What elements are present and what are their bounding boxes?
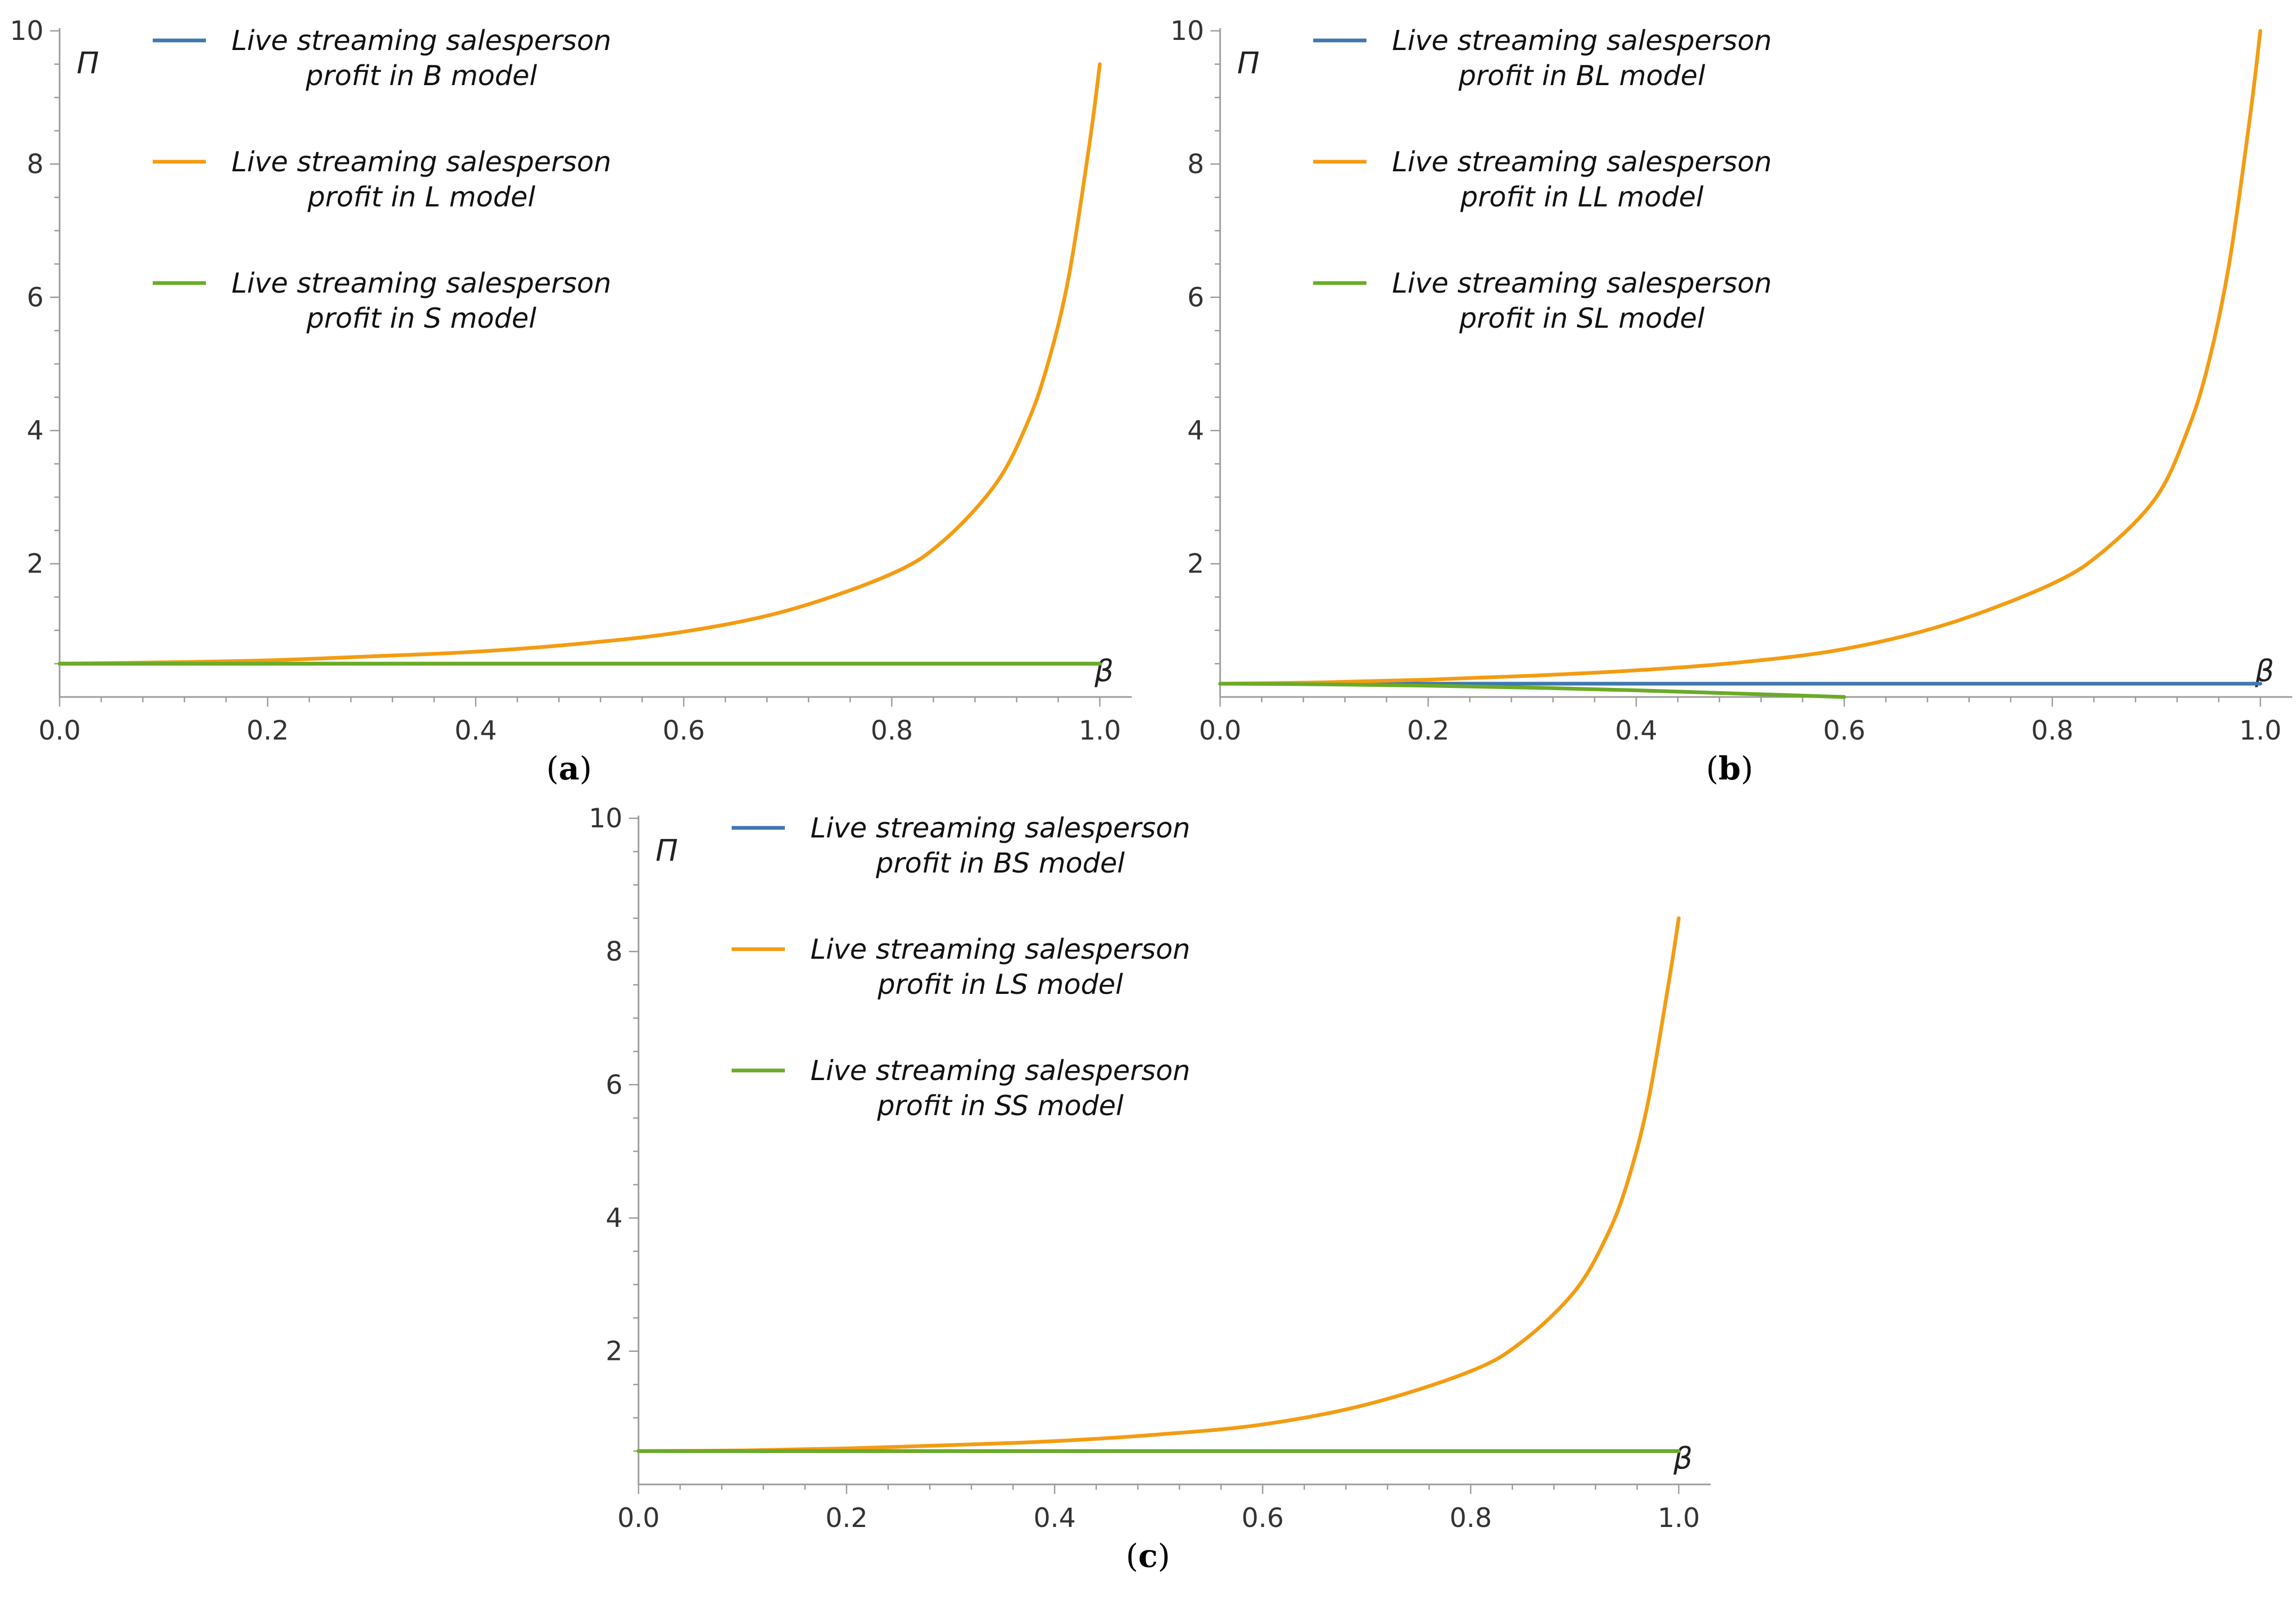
y-axis-label: Π — [1237, 46, 1259, 81]
legend-label-line2: profit in BL model — [1458, 60, 1705, 92]
chart-panel-a: 0.0 0.2 0.4 0.6 0.8 1.0 2 4 6 8 10 Πβ Live streaming… — [10, 15, 1132, 787]
legend-label-line1: Live streaming salesperson — [810, 934, 1190, 966]
series-line-orange — [57, 62, 1102, 666]
x-tick-label: 1.0 — [2239, 715, 2282, 746]
y-tick-label: 2 — [606, 1336, 623, 1367]
x-tick-label: 0.8 — [1449, 1503, 1492, 1533]
y-tick-label: 4 — [1187, 415, 1204, 446]
legend-label-line2: profit in L model — [307, 181, 536, 213]
legend-label-line2: profit in LL model — [1460, 181, 1704, 213]
series-line-orange — [636, 916, 1681, 1453]
series-line-green — [1218, 682, 1846, 699]
y-tick-label: 8 — [27, 148, 44, 179]
x-axis-label: β — [1673, 1441, 1693, 1476]
x-tick-label: 0.8 — [871, 715, 913, 746]
legend-label-line2: profit in SL model — [1458, 303, 1705, 335]
y-tick-label: 2 — [1187, 549, 1204, 579]
legend-label-line1: Live streaming salesperson — [1392, 25, 1772, 57]
x-tick-label: 0.6 — [662, 715, 705, 746]
panel-label: (a) — [546, 750, 592, 787]
x-tick-label: 0.6 — [1823, 715, 1866, 746]
panel-label: (b) — [1706, 750, 1753, 787]
y-tick-label: 6 — [27, 282, 44, 313]
x-tick-label: 1.0 — [1657, 1503, 1700, 1533]
legend-label-line2: profit in SS model — [876, 1090, 1124, 1122]
legend-label-line2: profit in B model — [305, 60, 537, 92]
x-tick-label: 0.6 — [1241, 1503, 1284, 1533]
y-tick-label: 10 — [1170, 15, 1204, 46]
legend-label-line1: Live streaming salesperson — [231, 146, 611, 178]
y-tick-label: 6 — [1187, 282, 1204, 313]
x-tick-label: 0.4 — [454, 715, 497, 746]
x-tick-label: 0.8 — [2031, 715, 2074, 746]
y-tick-label: 6 — [606, 1069, 623, 1100]
x-tick-label: 0.0 — [617, 1503, 660, 1533]
legend-label-line1: Live streaming salesperson — [1392, 146, 1772, 178]
y-tick-label: 2 — [27, 549, 44, 579]
x-axis-label: β — [1094, 654, 1114, 688]
series-line-orange — [1218, 29, 2262, 686]
x-tick-label: 0.4 — [1033, 1503, 1076, 1533]
legend-label-line1: Live streaming salesperson — [231, 25, 611, 57]
legend-label-line2: profit in LS model — [877, 969, 1123, 1001]
x-tick-label: 0.2 — [825, 1503, 868, 1533]
x-tick-label: 1.0 — [1079, 715, 1121, 746]
x-tick-label: 0.0 — [38, 715, 81, 746]
legend-label-line1: Live streaming salesperson — [810, 812, 1190, 844]
legend-label-line2: profit in S model — [306, 303, 537, 335]
x-tick-label: 0.4 — [1615, 715, 1657, 746]
chart-panel-c: 0.0 0.2 0.4 0.6 0.8 1.0 2 4 6 8 10 Πβ Live streaming… — [588, 803, 1711, 1575]
y-tick-label: 4 — [27, 415, 44, 446]
y-axis-label: Π — [77, 46, 99, 81]
y-tick-label: 10 — [588, 803, 623, 834]
legend-label-line2: profit in BS model — [875, 848, 1125, 879]
legend-label-line1: Live streaming salesperson — [810, 1055, 1190, 1087]
legend-label-line1: Live streaming salesperson — [1392, 268, 1772, 300]
y-tick-label: 4 — [606, 1202, 623, 1233]
y-tick-label: 10 — [10, 15, 44, 46]
panel-label: (c) — [1126, 1538, 1170, 1575]
y-tick-label: 8 — [1187, 148, 1204, 179]
y-tick-label: 8 — [606, 936, 623, 967]
x-tick-label: 0.2 — [1407, 715, 1449, 746]
y-axis-label: Π — [656, 834, 678, 868]
x-tick-label: 0.2 — [246, 715, 289, 746]
legend-label-line1: Live streaming salesperson — [231, 268, 611, 300]
x-tick-label: 0.0 — [1199, 715, 1241, 746]
